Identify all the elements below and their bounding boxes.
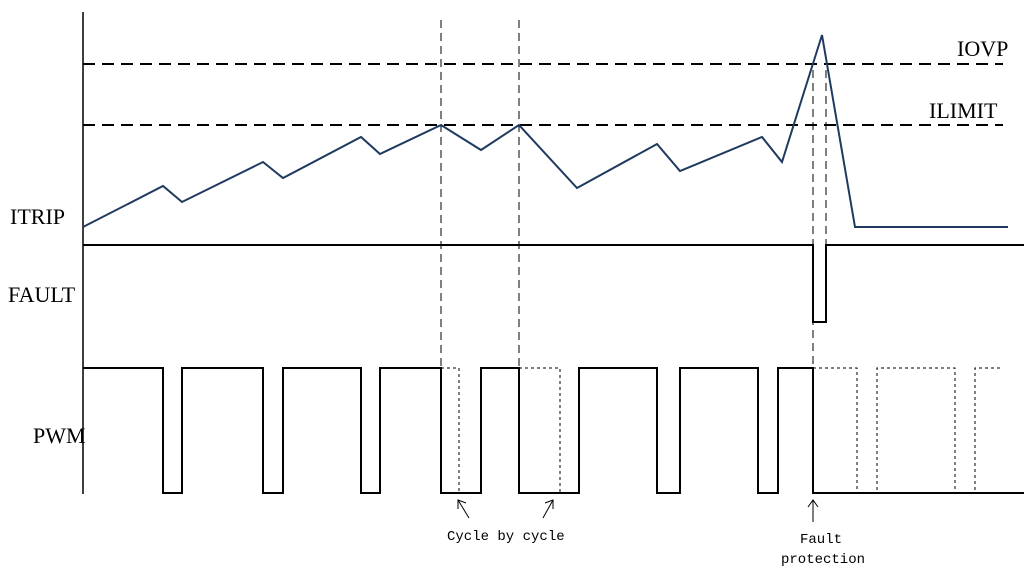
fault-signal-trace (83, 244, 1024, 323)
cycle-arrow-2 (542, 499, 554, 519)
fault-arrow (807, 499, 819, 522)
iovp-label: IOVP (957, 36, 1008, 61)
fault-protection-label-line2: protection (781, 552, 865, 568)
pwm-signal-trace (83, 367, 1024, 494)
fault-label: FAULT (8, 282, 76, 307)
itrip-label: ITRIP (10, 204, 65, 229)
fault-protection-label-line1: Fault (800, 532, 842, 548)
ilimit-label: ILIMIT (929, 98, 998, 123)
pwm-label: PWM (33, 423, 86, 448)
cycle-arrow-1 (457, 499, 470, 519)
cycle-by-cycle-label: Cycle by cycle (447, 529, 565, 545)
pwm-suppressed-after-fault (813, 367, 1003, 494)
pwm-suppressed-pulse-2 (519, 367, 561, 493)
pwm-suppressed-pulse-1 (441, 367, 460, 493)
itrip-current-trace (82, 34, 1008, 228)
